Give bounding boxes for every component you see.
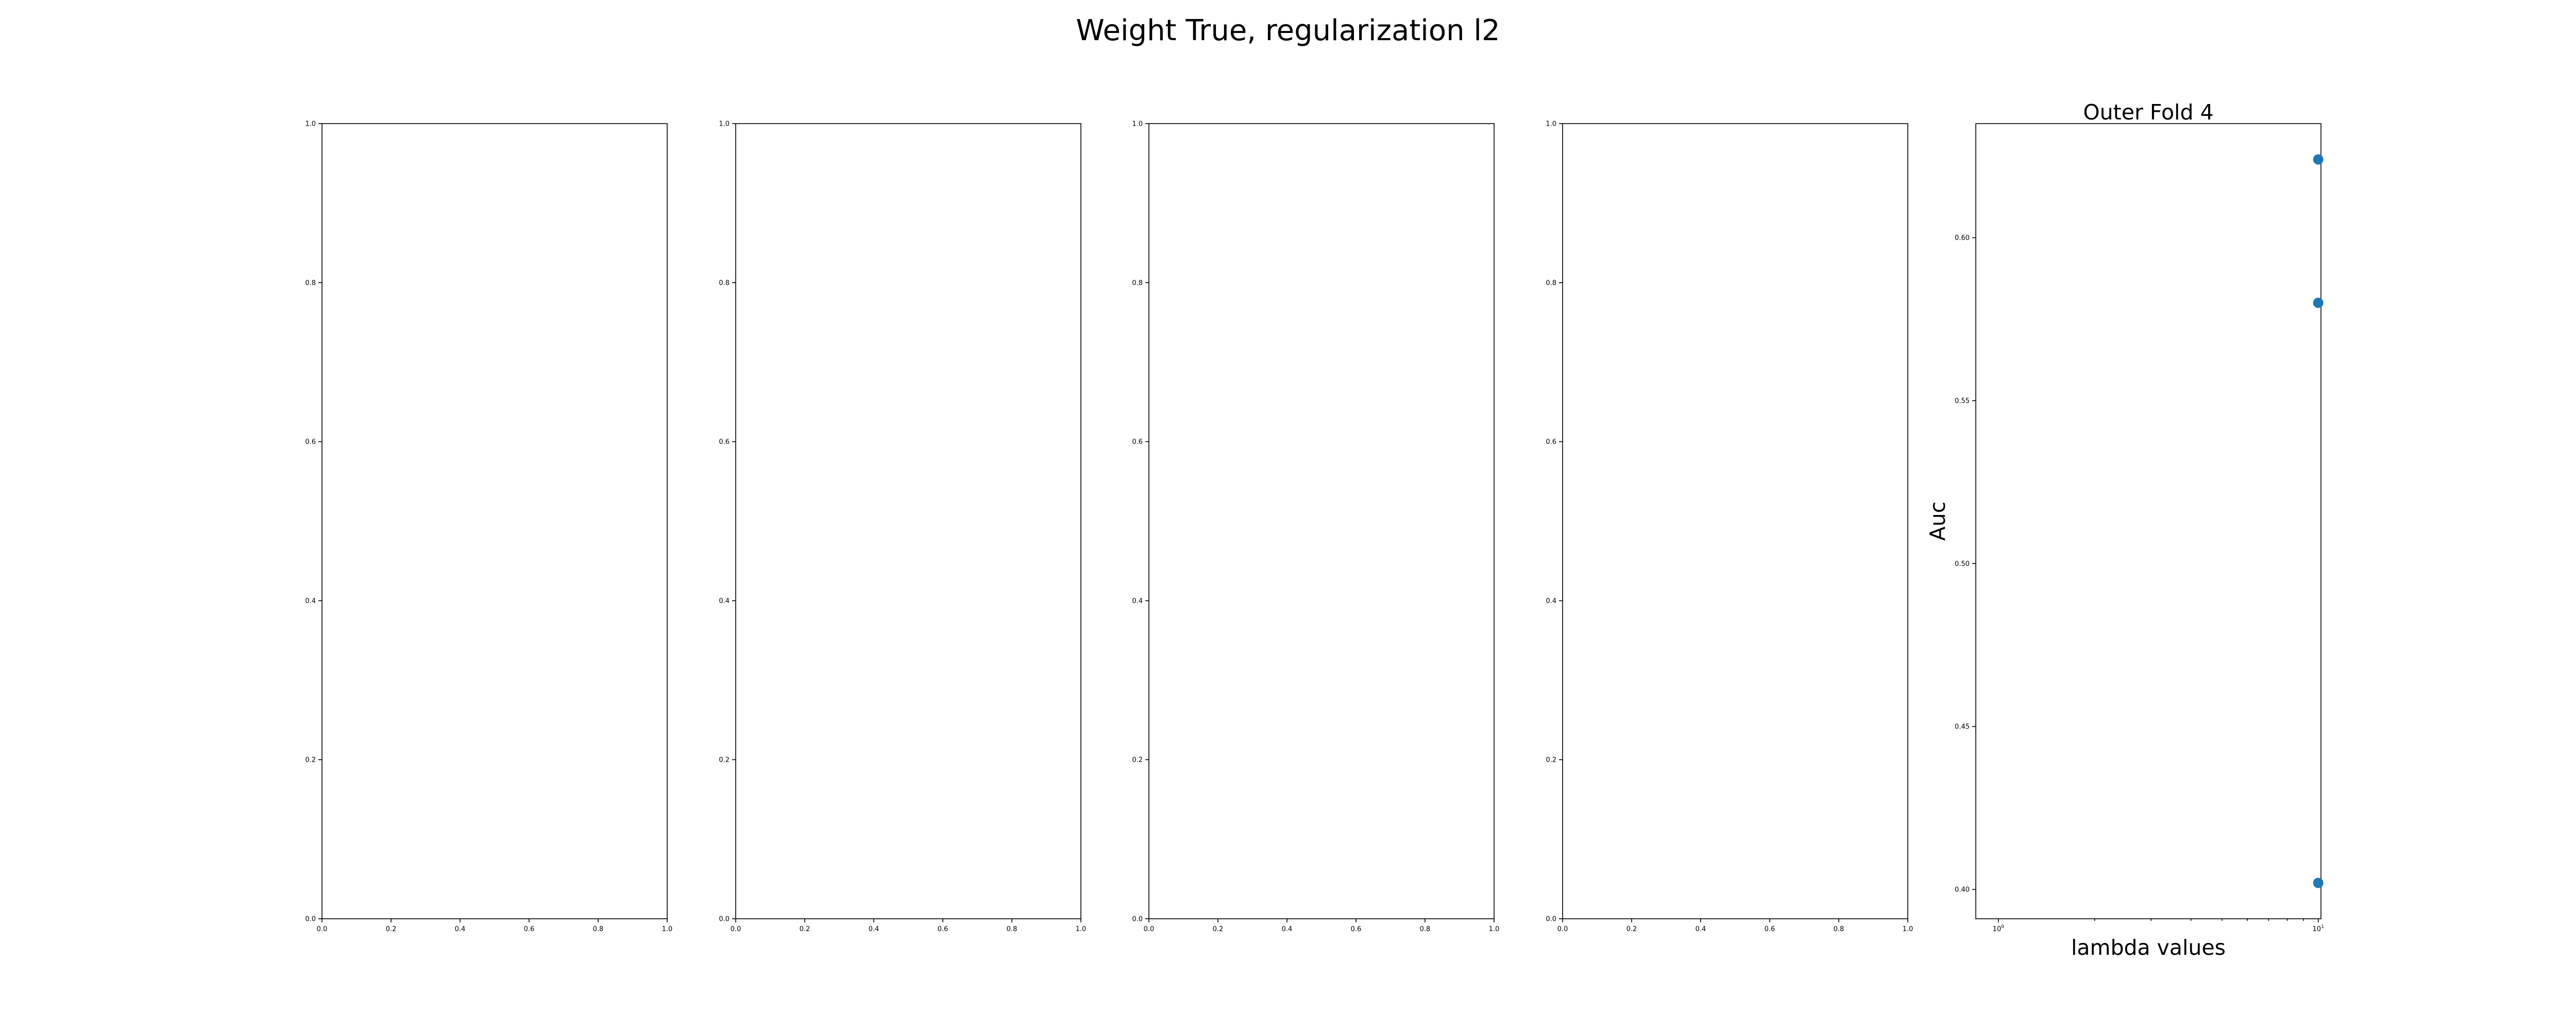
axes-frame <box>1148 123 1495 919</box>
x-tick-label: 0.6 <box>1351 925 1362 933</box>
data-point <box>2313 154 2324 165</box>
y-tick-label: 0.6 <box>1132 438 1143 446</box>
x-tick-label: 0.6 <box>1765 925 1775 933</box>
y-tick-label: 0.4 <box>719 597 730 605</box>
data-point <box>2313 298 2324 308</box>
x-tick-label: 0.2 <box>386 925 397 933</box>
x-tick-label: 0.4 <box>1282 925 1293 933</box>
y-tick-label: 1.0 <box>305 121 316 128</box>
axes-title: Outer Fold 4 <box>2083 100 2213 125</box>
y-tick-label: 0.0 <box>719 916 730 923</box>
x-tick-label: 0.2 <box>1213 925 1224 933</box>
x-tick-exponent: 1 <box>2321 924 2324 930</box>
y-tick-label: 0.55 <box>1955 397 1970 405</box>
x-tick-label: 0.0 <box>1557 925 1568 933</box>
y-tick-label: 0.2 <box>1132 757 1143 764</box>
x-tick-label: 0.6 <box>938 925 948 933</box>
x-tick-label: 1.0 <box>1903 925 1913 933</box>
x-tick-label: 0.0 <box>731 925 741 933</box>
x-tick-label: 0.2 <box>1626 925 1637 933</box>
y-tick-label: 0.6 <box>305 438 316 446</box>
y-tick-label: 0.8 <box>719 279 730 287</box>
x-tick-base: 10 <box>2313 925 2321 933</box>
figure-suptitle: Weight True, regularization l2 <box>1076 14 1500 47</box>
y-tick-label: 0.40 <box>1955 886 1970 894</box>
x-tick-label: 0.2 <box>800 925 810 933</box>
y-tick-label: 0.8 <box>305 279 316 287</box>
y-tick-label: 0.6 <box>1546 438 1556 446</box>
y-tick-label: 0.0 <box>1546 916 1556 923</box>
y-tick-label: 0.2 <box>1546 757 1556 764</box>
axes-frame <box>1562 123 1908 919</box>
y-tick-label: 0.2 <box>305 757 316 764</box>
x-tick-label: 100 <box>1993 924 2005 933</box>
axes-panel-4: 0.0 0.2 0.4 0.6 0.8 1.0 0.0 0.2 0.4 0.6 0.8 1.0 <box>1546 121 1913 934</box>
y-axis-label: Auc <box>1925 502 1950 541</box>
axes-frame <box>321 123 668 919</box>
y-tick-label: 0.45 <box>1955 723 1970 731</box>
x-axis-label: lambda values <box>2071 935 2226 960</box>
x-tick-label: 0.8 <box>1420 925 1431 933</box>
y-tick-label: 0.60 <box>1955 234 1970 242</box>
x-tick-label: 0.4 <box>869 925 879 933</box>
x-tick-label: 0.8 <box>1834 925 1844 933</box>
x-tick-label: 1.0 <box>662 925 673 933</box>
x-tick-base: 10 <box>1993 925 2002 933</box>
data-point <box>2313 878 2324 888</box>
y-tick-label: 1.0 <box>1546 121 1556 128</box>
x-tick-label: 1.0 <box>1076 925 1087 933</box>
x-tick-label: 0.4 <box>1696 925 1706 933</box>
y-tick-label: 0.50 <box>1955 560 1970 568</box>
x-tick-label: 0.8 <box>593 925 604 933</box>
y-tick-label: 1.0 <box>1132 121 1143 128</box>
x-tick-label: 0.0 <box>317 925 328 933</box>
x-tick-label: 0.8 <box>1007 925 1018 933</box>
axes-panel-2: 0.0 0.2 0.4 0.6 0.8 1.0 0.0 0.2 0.4 0.6 0.8 1.0 <box>719 121 1086 934</box>
y-tick-label: 0.4 <box>1546 597 1556 605</box>
axes-frame <box>735 123 1081 919</box>
y-tick-label: 0.0 <box>305 916 316 923</box>
y-tick-label: 0.8 <box>1546 279 1556 287</box>
axes-panel-3: 0.0 0.2 0.4 0.6 0.8 1.0 0.0 0.2 0.4 0.6 0.8 1.0 <box>1132 121 1499 934</box>
y-tick-label: 0.8 <box>1132 279 1143 287</box>
axes-panel-1: 0.0 0.2 0.4 0.6 0.8 1.0 0.0 0.2 0.4 0.6 0.8 1.0 <box>305 121 672 934</box>
x-tick-label: 1.0 <box>1489 925 1500 933</box>
y-tick-label: 0.0 <box>1132 916 1143 923</box>
y-tick-label: 0.2 <box>719 757 730 764</box>
y-tick-label: 0.4 <box>305 597 316 605</box>
x-tick-label: 101 <box>2313 924 2324 933</box>
x-tick-exponent: 0 <box>2001 924 2004 930</box>
x-tick-label: 0.0 <box>1144 925 1155 933</box>
y-tick-label: 0.4 <box>1132 597 1143 605</box>
x-tick-label: 0.4 <box>455 925 466 933</box>
y-tick-label: 0.6 <box>719 438 730 446</box>
axes-frame <box>1975 123 2321 919</box>
y-tick-label: 1.0 <box>719 121 730 128</box>
x-tick-label: 0.6 <box>524 925 535 933</box>
